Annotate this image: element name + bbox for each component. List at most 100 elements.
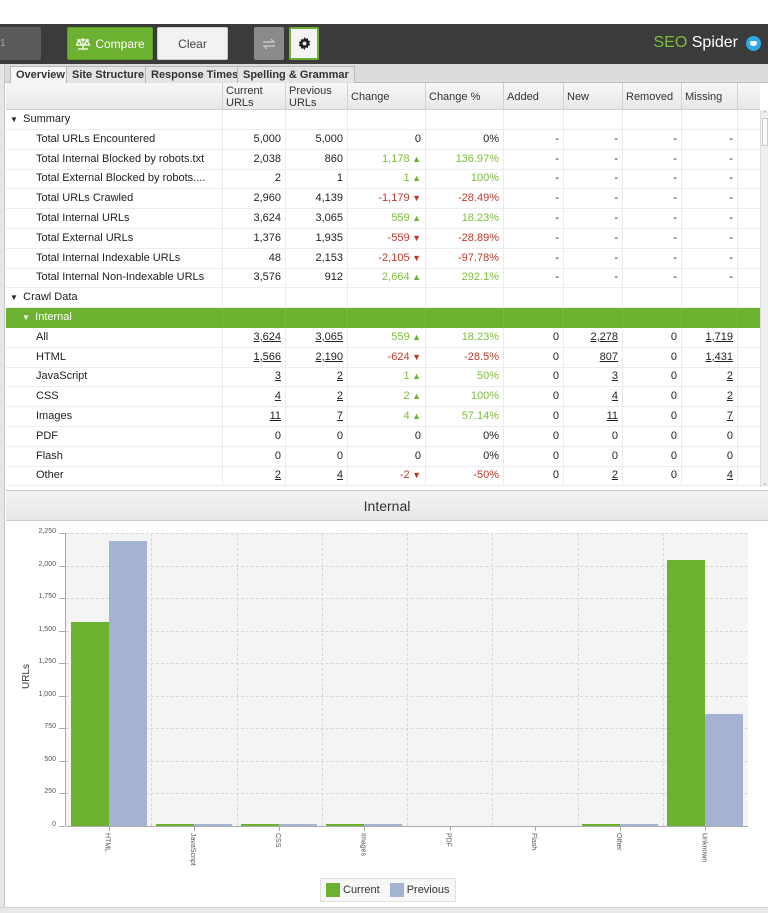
- cell-value[interactable]: 2: [336, 390, 343, 403]
- cell-value[interactable]: 11: [606, 410, 618, 422]
- cell-value[interactable]: 2: [611, 469, 618, 482]
- tab-overview[interactable]: Overview: [10, 66, 71, 84]
- mode-button[interactable]: 1: [0, 27, 41, 60]
- table-row[interactable]: Total Internal URLs 3,624 3,065 559 ▲ 18.23%…: [6, 209, 760, 229]
- cell-current[interactable]: 3,624: [223, 327, 286, 348]
- cell-value[interactable]: 807: [599, 350, 618, 363]
- cell-value[interactable]: 1,566: [253, 350, 281, 363]
- cell-value[interactable]: 4: [336, 469, 343, 482]
- table-row[interactable]: Other 2 4 -2 ▼ -50% 0 2 0 4: [6, 466, 760, 487]
- tree-group-row[interactable]: ▼ Crawl Data: [6, 288, 760, 309]
- table-row[interactable]: Total URLs Crawled 2,960 4,139 -1,179 ▼ -28.…: [6, 189, 760, 210]
- scroll-up-icon[interactable]: ⌃: [762, 111, 768, 118]
- cell-missing[interactable]: 4: [682, 466, 738, 487]
- table-row[interactable]: Total Internal Blocked by robots.txt 2,03…: [6, 149, 760, 170]
- cell-previous[interactable]: 2,190: [286, 347, 348, 368]
- col-header-missing[interactable]: Missing: [682, 83, 738, 110]
- cell-current[interactable]: 11: [223, 407, 286, 427]
- tab-site-structure[interactable]: Site Structure: [66, 66, 151, 83]
- bar-previous-html[interactable]: [108, 540, 147, 826]
- table-row[interactable]: CSS 4 2 2 ▲ 100% 0 4 0 2: [6, 387, 760, 408]
- table-row[interactable]: JavaScript 3 2 1 ▲ 50% 0 3 0 2: [6, 367, 760, 388]
- cell-previous[interactable]: 7: [286, 407, 348, 427]
- cell-previous[interactable]: 2: [286, 387, 348, 408]
- cell-current[interactable]: 1,566: [223, 347, 286, 368]
- cell-missing[interactable]: 1,431: [682, 347, 738, 368]
- cell-missing[interactable]: 2: [682, 387, 738, 408]
- table-row[interactable]: PDF 0 0 0 0% 0 0 0 0: [6, 426, 760, 447]
- table-row[interactable]: All 3,624 3,065 559 ▲ 18.23% 0 2,278 0 1,719: [6, 327, 760, 348]
- scroll-thumb[interactable]: [762, 118, 768, 146]
- expand-toggle-icon[interactable]: ▼: [10, 293, 21, 303]
- table-row[interactable]: Total External URLs 1,376 1,935 -559 ▼ -28.8…: [6, 228, 760, 249]
- cell-new[interactable]: 2,278: [564, 327, 623, 348]
- cell-value[interactable]: 2: [336, 370, 343, 383]
- cell-value[interactable]: 2: [726, 370, 733, 383]
- bar-previous-javascript[interactable]: [193, 824, 232, 826]
- bar-current-javascript[interactable]: [155, 824, 194, 826]
- col-header-added[interactable]: Added: [504, 83, 564, 110]
- cell-current[interactable]: 2: [223, 466, 286, 487]
- cell-current[interactable]: 3: [223, 367, 286, 388]
- bar-previous-unknown[interactable]: [705, 713, 744, 826]
- tab-spelling-grammar[interactable]: Spelling & Grammar: [237, 66, 355, 83]
- table-row[interactable]: HTML 1,566 2,190 -624 ▼ -28.5% 0 807 0 1,431: [6, 347, 760, 368]
- cell-value[interactable]: 3: [274, 370, 281, 383]
- bar-previous-css[interactable]: [279, 824, 318, 826]
- swap-button[interactable]: [254, 27, 284, 60]
- col-header-previous[interactable]: Previous URLs: [286, 83, 348, 110]
- cell-value[interactable]: 2,190: [315, 350, 343, 363]
- bar-previous-images[interactable]: [364, 824, 403, 826]
- cell-value[interactable]: 7: [336, 410, 343, 422]
- cell-value[interactable]: 11: [269, 410, 281, 422]
- tree-group-row[interactable]: ▼ Internal: [6, 308, 760, 328]
- bar-current-unknown[interactable]: [667, 560, 706, 826]
- cell-new[interactable]: 3: [564, 367, 623, 388]
- expand-toggle-icon[interactable]: ▼: [22, 313, 33, 322]
- col-header-new[interactable]: New: [564, 83, 623, 110]
- table-scrollbar[interactable]: ⌃ ⌄: [760, 110, 768, 487]
- cell-value[interactable]: 2: [726, 390, 733, 403]
- col-header-removed[interactable]: Removed: [623, 83, 682, 110]
- col-header-change-pct[interactable]: Change %: [426, 83, 504, 110]
- cell-current[interactable]: 4: [223, 387, 286, 408]
- cell-value[interactable]: 4: [274, 390, 281, 403]
- col-header-change[interactable]: Change: [348, 83, 426, 110]
- table-row[interactable]: Total External Blocked by robots.... 2 1 1 …: [6, 169, 760, 190]
- bar-current-images[interactable]: [326, 824, 365, 826]
- col-header-name[interactable]: [6, 83, 223, 110]
- table-row[interactable]: Total URLs Encountered 5,000 5,000 0 0% - - - -: [6, 129, 760, 150]
- clear-button[interactable]: Clear: [157, 27, 228, 60]
- table-row[interactable]: Total Internal Indexable URLs 48 2,153 -2,1…: [6, 248, 760, 269]
- cell-new[interactable]: 807: [564, 347, 623, 368]
- cell-new[interactable]: 2: [564, 466, 623, 487]
- cell-value[interactable]: 2,278: [590, 330, 618, 343]
- cell-value[interactable]: 4: [726, 469, 733, 482]
- cell-previous[interactable]: 3,065: [286, 327, 348, 348]
- cell-missing[interactable]: 7: [682, 407, 738, 427]
- cell-value[interactable]: 3,065: [315, 330, 343, 343]
- cell-value[interactable]: 4: [611, 390, 618, 403]
- cell-missing[interactable]: 1,719: [682, 327, 738, 348]
- expand-toggle-icon[interactable]: ▼: [10, 115, 21, 124]
- col-header-current[interactable]: Current URLs: [223, 83, 286, 110]
- cell-value[interactable]: 3: [611, 370, 618, 383]
- tree-group-row[interactable]: ▼ Summary: [6, 110, 760, 130]
- cell-previous[interactable]: 2: [286, 367, 348, 388]
- cell-new[interactable]: 11: [564, 407, 623, 427]
- cell-new[interactable]: 4: [564, 387, 623, 408]
- cell-value[interactable]: 3,624: [253, 330, 281, 343]
- bar-previous-other[interactable]: [620, 824, 659, 826]
- cell-value[interactable]: 7: [726, 410, 733, 422]
- bar-current-css[interactable]: [241, 824, 280, 826]
- compare-button[interactable]: Compare: [67, 27, 153, 60]
- twitter-icon[interactable]: [746, 36, 761, 51]
- table-row[interactable]: Images 11 7 4 ▲ 57.14% 0 11 0 7: [6, 407, 760, 427]
- bar-current-html[interactable]: [70, 622, 109, 826]
- settings-button[interactable]: [289, 27, 319, 60]
- cell-missing[interactable]: 2: [682, 367, 738, 388]
- table-row[interactable]: Total Internal Non-Indexable URLs 3,576 91…: [6, 268, 760, 289]
- table-row[interactable]: Flash 0 0 0 0% 0 0 0 0: [6, 446, 760, 467]
- tab-response-times[interactable]: Response Times: [145, 66, 245, 83]
- cell-value[interactable]: 2: [274, 469, 281, 482]
